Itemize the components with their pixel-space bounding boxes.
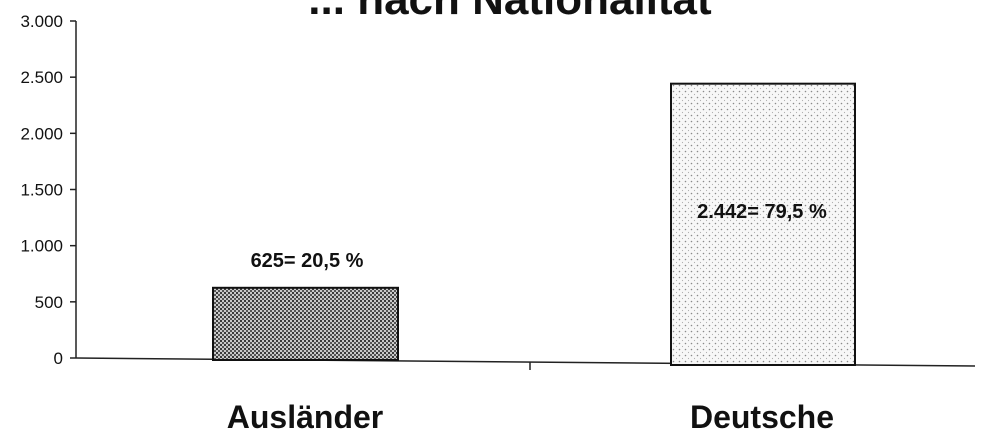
- bar-deutsche: [670, 82, 856, 366]
- x-category-label: Ausländer: [227, 399, 383, 435]
- y-tick-label: 0: [54, 349, 63, 368]
- y-tick-label: 500: [35, 293, 63, 312]
- data-labels: Ausländer Deutsche 625= 20,5 % 2.442= 79,5 …: [227, 201, 834, 435]
- y-tick-label: 3.000: [20, 12, 63, 31]
- data-label: 2.442= 79,5 %: [697, 201, 827, 223]
- data-label: 625= 20,5 %: [251, 250, 364, 272]
- y-tick-label: 2.500: [20, 68, 63, 87]
- bars: [212, 82, 856, 366]
- y-tick-label: 1.000: [20, 237, 63, 256]
- x-category-label: Deutsche: [690, 399, 834, 435]
- bar-auslnder: [212, 286, 399, 361]
- y-tick-label: 1.500: [20, 181, 63, 200]
- y-tick-label: 2.000: [20, 124, 63, 143]
- chart-title: ... nach Nationalität: [308, 0, 712, 24]
